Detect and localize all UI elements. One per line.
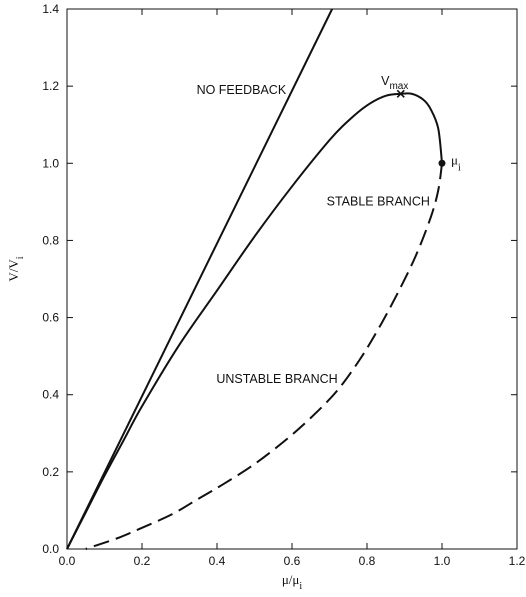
x-tick-label: 0.6 <box>284 554 301 568</box>
marker-layer: Vmax μi <box>381 74 461 173</box>
annotation-layer: NO FEEDBACK STABLE BRANCH UNSTABLE BRANCH <box>197 83 430 386</box>
x-axis-label-sub: i <box>299 581 302 592</box>
x-tick-label: 0.0 <box>59 554 76 568</box>
series-layer <box>66 8 443 550</box>
annotation-no-feedback: NO FEEDBACK <box>197 83 287 97</box>
y-axis-label: V/Vi <box>6 256 26 281</box>
axis-ticks: 0.0 0.2 0.4 0.6 0.8 1.0 1.2 0.0 0.2 0.4 0.6 0.8 1.0 1… <box>42 2 525 568</box>
x-tick-label: 1.2 <box>509 554 526 568</box>
y-tick-label: 0.4 <box>42 388 59 402</box>
y-axis-label-sub: i <box>15 256 26 259</box>
x-tick-label: 0.2 <box>134 554 151 568</box>
annotation-stable-branch: STABLE BRANCH <box>327 195 430 209</box>
mu-i-marker <box>438 159 446 167</box>
x-axis-label-main: μ/μ <box>282 572 300 587</box>
y-tick-label: 0.8 <box>42 233 59 247</box>
x-axis-label: μ/μi <box>282 572 303 592</box>
y-tick-label: 1.0 <box>42 156 59 170</box>
annotation-unstable-branch: UNSTABLE BRANCH <box>216 372 337 386</box>
y-tick-label: 0.0 <box>42 542 59 556</box>
vmax-label-main: V <box>381 74 390 88</box>
vmax-label: Vmax <box>381 74 408 92</box>
series-no-feedback-line <box>66 8 334 550</box>
series-unstable-branch-line <box>85 163 443 550</box>
vmax-marker <box>396 89 405 98</box>
y-tick-label: 1.2 <box>42 79 59 93</box>
mu-i-label: μi <box>451 152 461 173</box>
mu-i-label-sub: i <box>458 162 461 173</box>
y-tick-label: 0.6 <box>42 311 59 325</box>
y-tick-label: 0.2 <box>42 465 59 479</box>
mu-i-label-main: μ <box>451 152 458 167</box>
x-tick-label: 0.4 <box>209 554 226 568</box>
x-tick-label: 0.8 <box>359 554 376 568</box>
y-tick-label: 1.4 <box>42 2 59 16</box>
x-tick-label: 1.0 <box>434 554 451 568</box>
y-axis-label-main: V/V <box>6 259 21 282</box>
vmax-label-sub: max <box>389 81 408 92</box>
series-stable-branch-line <box>66 92 443 550</box>
